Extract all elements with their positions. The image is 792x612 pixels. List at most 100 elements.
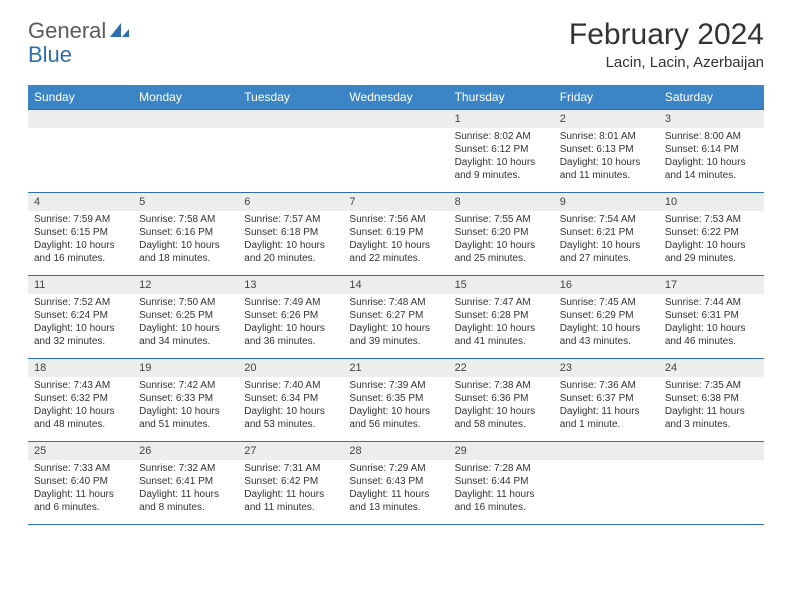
day-cell: 20Sunrise: 7:40 AMSunset: 6:34 PMDayligh… bbox=[238, 359, 343, 441]
sunset-text: Sunset: 6:16 PM bbox=[139, 226, 232, 239]
day-number: 25 bbox=[28, 442, 133, 460]
day-content: Sunrise: 7:56 AMSunset: 6:19 PMDaylight:… bbox=[343, 211, 448, 269]
sunset-text: Sunset: 6:37 PM bbox=[560, 392, 653, 405]
sunrise-text: Sunrise: 7:48 AM bbox=[349, 296, 442, 309]
daylight-text: Daylight: 10 hours and 41 minutes. bbox=[455, 322, 548, 348]
sunrise-text: Sunrise: 7:49 AM bbox=[244, 296, 337, 309]
day-number: 18 bbox=[28, 359, 133, 377]
sunrise-text: Sunrise: 7:31 AM bbox=[244, 462, 337, 475]
daylight-text: Daylight: 11 hours and 1 minute. bbox=[560, 405, 653, 431]
day-header: Thursday bbox=[449, 85, 554, 109]
sunset-text: Sunset: 6:27 PM bbox=[349, 309, 442, 322]
sunrise-text: Sunrise: 7:32 AM bbox=[139, 462, 232, 475]
day-content: Sunrise: 7:29 AMSunset: 6:43 PMDaylight:… bbox=[343, 460, 448, 518]
day-number: 22 bbox=[449, 359, 554, 377]
sunrise-text: Sunrise: 7:39 AM bbox=[349, 379, 442, 392]
daylight-text: Daylight: 10 hours and 32 minutes. bbox=[34, 322, 127, 348]
sunrise-text: Sunrise: 7:50 AM bbox=[139, 296, 232, 309]
day-number: 12 bbox=[133, 276, 238, 294]
sunrise-text: Sunrise: 7:57 AM bbox=[244, 213, 337, 226]
daylight-text: Daylight: 10 hours and 48 minutes. bbox=[34, 405, 127, 431]
sunrise-text: Sunrise: 8:01 AM bbox=[560, 130, 653, 143]
day-content: Sunrise: 8:01 AMSunset: 6:13 PMDaylight:… bbox=[554, 128, 659, 186]
sunrise-text: Sunrise: 7:38 AM bbox=[455, 379, 548, 392]
sunset-text: Sunset: 6:21 PM bbox=[560, 226, 653, 239]
day-content: Sunrise: 7:49 AMSunset: 6:26 PMDaylight:… bbox=[238, 294, 343, 352]
day-content: Sunrise: 7:40 AMSunset: 6:34 PMDaylight:… bbox=[238, 377, 343, 435]
day-cell: 14Sunrise: 7:48 AMSunset: 6:27 PMDayligh… bbox=[343, 276, 448, 358]
sunrise-text: Sunrise: 7:45 AM bbox=[560, 296, 653, 309]
sunset-text: Sunset: 6:22 PM bbox=[665, 226, 758, 239]
sunset-text: Sunset: 6:14 PM bbox=[665, 143, 758, 156]
day-content: Sunrise: 7:55 AMSunset: 6:20 PMDaylight:… bbox=[449, 211, 554, 269]
day-cell bbox=[28, 110, 133, 192]
day-number: 13 bbox=[238, 276, 343, 294]
sunset-text: Sunset: 6:33 PM bbox=[139, 392, 232, 405]
day-cell: 18Sunrise: 7:43 AMSunset: 6:32 PMDayligh… bbox=[28, 359, 133, 441]
day-number bbox=[659, 442, 764, 460]
day-cell: 10Sunrise: 7:53 AMSunset: 6:22 PMDayligh… bbox=[659, 193, 764, 275]
day-number: 16 bbox=[554, 276, 659, 294]
day-number: 14 bbox=[343, 276, 448, 294]
day-cell: 15Sunrise: 7:47 AMSunset: 6:28 PMDayligh… bbox=[449, 276, 554, 358]
day-content: Sunrise: 7:52 AMSunset: 6:24 PMDaylight:… bbox=[28, 294, 133, 352]
week-row: 1Sunrise: 8:02 AMSunset: 6:12 PMDaylight… bbox=[28, 109, 764, 192]
daylight-text: Daylight: 10 hours and 14 minutes. bbox=[665, 156, 758, 182]
day-content: Sunrise: 7:39 AMSunset: 6:35 PMDaylight:… bbox=[343, 377, 448, 435]
day-content: Sunrise: 7:47 AMSunset: 6:28 PMDaylight:… bbox=[449, 294, 554, 352]
day-number: 19 bbox=[133, 359, 238, 377]
day-content: Sunrise: 7:43 AMSunset: 6:32 PMDaylight:… bbox=[28, 377, 133, 435]
day-number: 17 bbox=[659, 276, 764, 294]
sunrise-text: Sunrise: 7:29 AM bbox=[349, 462, 442, 475]
day-cell bbox=[238, 110, 343, 192]
sunset-text: Sunset: 6:42 PM bbox=[244, 475, 337, 488]
day-cell bbox=[343, 110, 448, 192]
day-header-row: SundayMondayTuesdayWednesdayThursdayFrid… bbox=[28, 85, 764, 109]
day-number: 21 bbox=[343, 359, 448, 377]
day-header: Wednesday bbox=[343, 85, 448, 109]
day-number: 7 bbox=[343, 193, 448, 211]
day-cell: 12Sunrise: 7:50 AMSunset: 6:25 PMDayligh… bbox=[133, 276, 238, 358]
day-number bbox=[238, 110, 343, 128]
sunset-text: Sunset: 6:25 PM bbox=[139, 309, 232, 322]
day-cell: 1Sunrise: 8:02 AMSunset: 6:12 PMDaylight… bbox=[449, 110, 554, 192]
daylight-text: Daylight: 10 hours and 51 minutes. bbox=[139, 405, 232, 431]
day-content: Sunrise: 7:53 AMSunset: 6:22 PMDaylight:… bbox=[659, 211, 764, 269]
day-content: Sunrise: 7:50 AMSunset: 6:25 PMDaylight:… bbox=[133, 294, 238, 352]
day-number: 8 bbox=[449, 193, 554, 211]
day-header: Friday bbox=[554, 85, 659, 109]
day-cell: 7Sunrise: 7:56 AMSunset: 6:19 PMDaylight… bbox=[343, 193, 448, 275]
day-number: 10 bbox=[659, 193, 764, 211]
daylight-text: Daylight: 10 hours and 25 minutes. bbox=[455, 239, 548, 265]
sunrise-text: Sunrise: 8:00 AM bbox=[665, 130, 758, 143]
day-cell: 6Sunrise: 7:57 AMSunset: 6:18 PMDaylight… bbox=[238, 193, 343, 275]
day-content: Sunrise: 8:02 AMSunset: 6:12 PMDaylight:… bbox=[449, 128, 554, 186]
day-cell: 2Sunrise: 8:01 AMSunset: 6:13 PMDaylight… bbox=[554, 110, 659, 192]
day-content: Sunrise: 7:31 AMSunset: 6:42 PMDaylight:… bbox=[238, 460, 343, 518]
header: General February 2024 Lacin, Lacin, Azer… bbox=[0, 0, 792, 79]
day-number: 20 bbox=[238, 359, 343, 377]
weeks-container: 1Sunrise: 8:02 AMSunset: 6:12 PMDaylight… bbox=[28, 109, 764, 525]
logo-word1: General bbox=[28, 18, 106, 44]
day-content: Sunrise: 7:28 AMSunset: 6:44 PMDaylight:… bbox=[449, 460, 554, 518]
day-content: Sunrise: 7:36 AMSunset: 6:37 PMDaylight:… bbox=[554, 377, 659, 435]
day-content: Sunrise: 7:59 AMSunset: 6:15 PMDaylight:… bbox=[28, 211, 133, 269]
sunset-text: Sunset: 6:19 PM bbox=[349, 226, 442, 239]
sunrise-text: Sunrise: 7:47 AM bbox=[455, 296, 548, 309]
day-cell: 3Sunrise: 8:00 AMSunset: 6:14 PMDaylight… bbox=[659, 110, 764, 192]
day-number: 5 bbox=[133, 193, 238, 211]
day-number: 9 bbox=[554, 193, 659, 211]
day-content: Sunrise: 7:44 AMSunset: 6:31 PMDaylight:… bbox=[659, 294, 764, 352]
month-title: February 2024 bbox=[569, 18, 764, 52]
daylight-text: Daylight: 10 hours and 46 minutes. bbox=[665, 322, 758, 348]
day-cell: 28Sunrise: 7:29 AMSunset: 6:43 PMDayligh… bbox=[343, 442, 448, 524]
sunset-text: Sunset: 6:40 PM bbox=[34, 475, 127, 488]
sunset-text: Sunset: 6:44 PM bbox=[455, 475, 548, 488]
sunset-text: Sunset: 6:31 PM bbox=[665, 309, 758, 322]
daylight-text: Daylight: 10 hours and 53 minutes. bbox=[244, 405, 337, 431]
day-header: Saturday bbox=[659, 85, 764, 109]
sunset-text: Sunset: 6:36 PM bbox=[455, 392, 548, 405]
daylight-text: Daylight: 10 hours and 20 minutes. bbox=[244, 239, 337, 265]
day-content: Sunrise: 7:33 AMSunset: 6:40 PMDaylight:… bbox=[28, 460, 133, 518]
sunset-text: Sunset: 6:24 PM bbox=[34, 309, 127, 322]
